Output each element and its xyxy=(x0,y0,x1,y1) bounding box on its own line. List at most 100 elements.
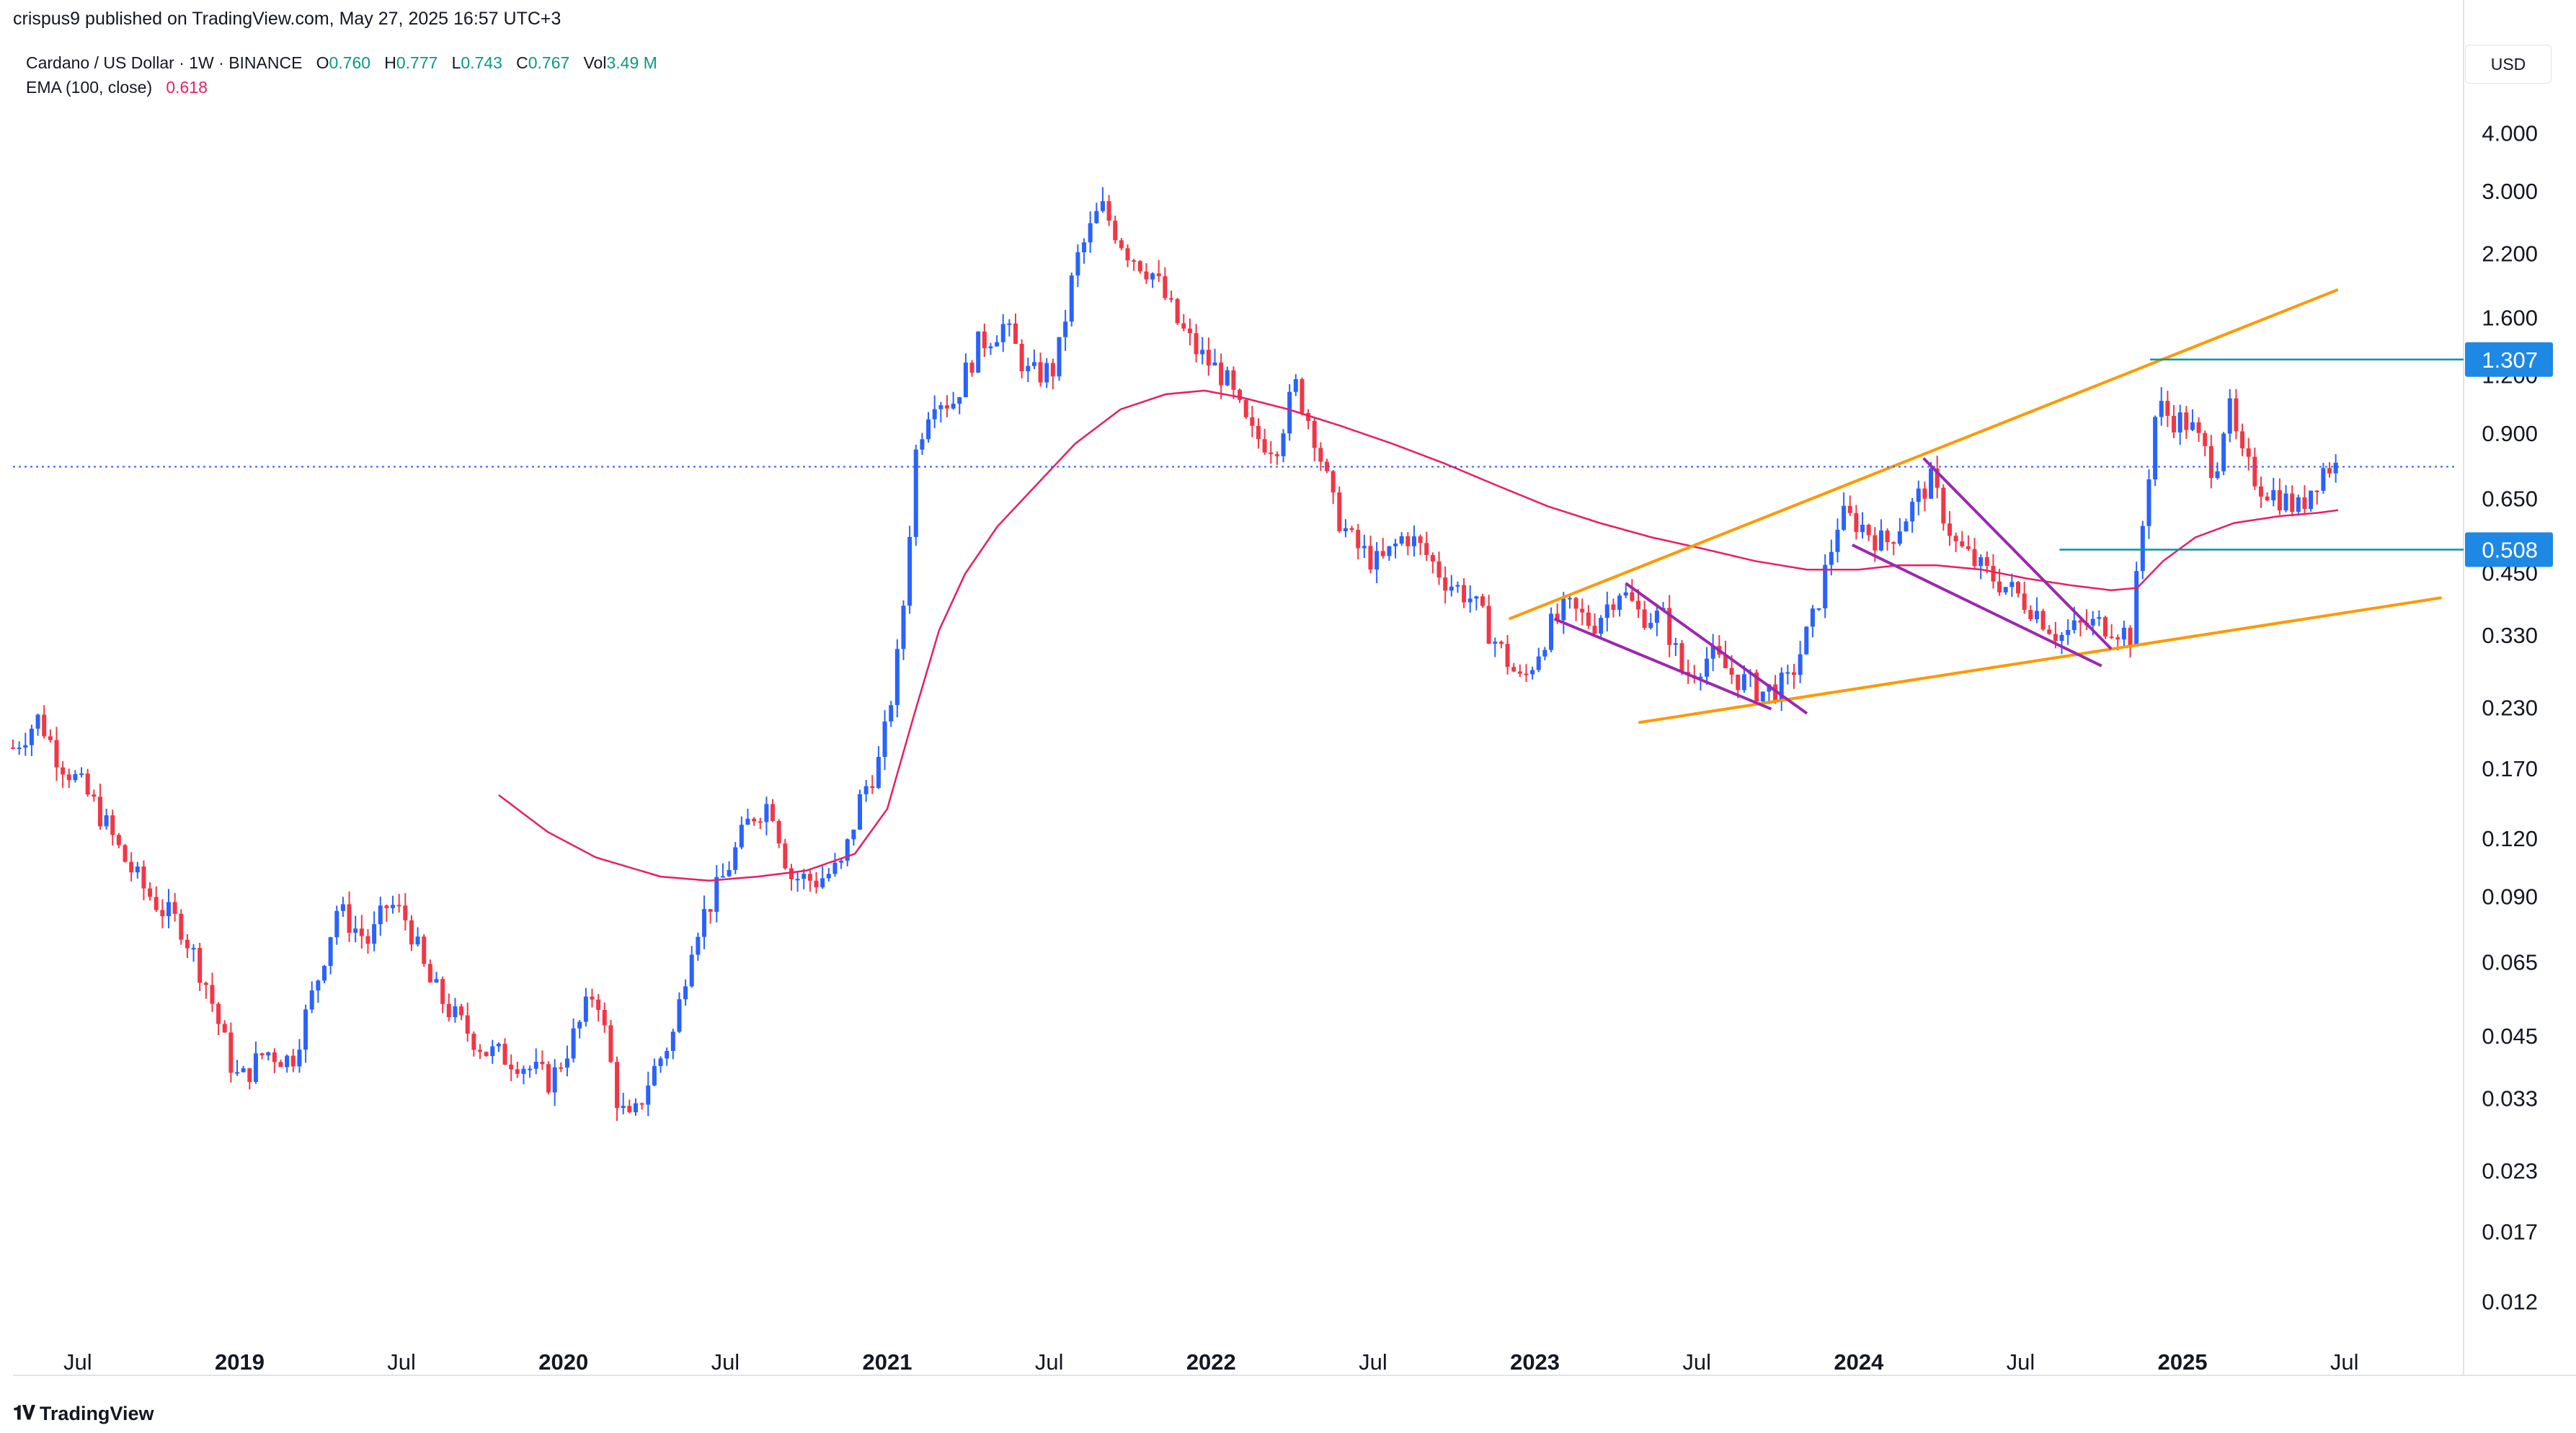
candle-body xyxy=(459,1006,464,1016)
candle-body xyxy=(477,1050,482,1052)
candle-body xyxy=(1592,626,1597,634)
y-tick-label: 3.000 xyxy=(2482,179,2538,204)
candle-body xyxy=(889,705,894,722)
ema-value: 0.618 xyxy=(166,78,208,97)
candle-body xyxy=(2252,456,2257,487)
x-tick-label: Jul xyxy=(63,1349,92,1375)
candle-body xyxy=(689,954,694,987)
candle-body xyxy=(633,1103,638,1113)
candle-body xyxy=(1380,551,1385,556)
x-tick-label: 2023 xyxy=(1510,1349,1560,1375)
open-label: O xyxy=(316,53,329,72)
candle-body xyxy=(465,1015,470,1034)
candle-body xyxy=(2040,611,2046,630)
candle-body xyxy=(1941,487,1946,524)
candle-body xyxy=(1567,598,1572,600)
candle-body xyxy=(1474,596,1479,599)
candle-body xyxy=(1480,596,1485,606)
candle-body xyxy=(1816,608,1821,610)
candle-body xyxy=(1150,273,1155,280)
chart-legend: Cardano / US Dollar · 1W · BINANCE O0.76… xyxy=(26,50,657,99)
candle-body xyxy=(347,904,352,933)
x-tick-label: 2024 xyxy=(1834,1349,1884,1375)
candle-body xyxy=(907,536,912,606)
x-tick-label: Jul xyxy=(1359,1349,1387,1375)
candle-body xyxy=(1623,592,1628,596)
candle-body xyxy=(1810,608,1815,627)
candle-body xyxy=(185,939,190,949)
candle-body xyxy=(17,747,22,750)
candle-body xyxy=(1705,658,1710,677)
candle-body xyxy=(1094,210,1099,223)
candle-body xyxy=(1449,586,1454,591)
candle-body xyxy=(2059,634,2064,642)
candle-body xyxy=(1238,389,1243,400)
candle-body xyxy=(259,1053,265,1056)
candle-body xyxy=(938,405,943,409)
candle-body xyxy=(2109,636,2114,639)
candle-body xyxy=(2321,468,2326,491)
candle-body xyxy=(266,1052,271,1056)
candle-body xyxy=(1075,252,1080,276)
candle-body xyxy=(1156,273,1161,277)
candle-body xyxy=(2234,398,2239,432)
ema-row[interactable]: EMA (100, close) 0.618 xyxy=(26,75,657,99)
candle-body xyxy=(1754,672,1759,701)
low-label: L xyxy=(451,53,461,72)
candle-body xyxy=(1306,412,1311,422)
candle-body xyxy=(1823,564,1828,608)
x-tick-label: Jul xyxy=(1035,1349,1064,1375)
candle-body xyxy=(253,1053,258,1082)
candle-body xyxy=(471,1034,476,1050)
candle-body xyxy=(1978,556,1984,567)
candle-body xyxy=(2177,412,2182,432)
candle-body xyxy=(1349,528,1354,531)
candle-body xyxy=(309,990,314,1010)
candle-body xyxy=(1599,618,1604,634)
candle-body xyxy=(1274,454,1279,456)
candle-body xyxy=(1462,585,1467,603)
y-tick-label: 0.650 xyxy=(2482,487,2538,512)
x-tick-label: 2021 xyxy=(863,1349,912,1375)
candle-body xyxy=(403,905,408,920)
candle-body xyxy=(1798,654,1803,675)
candle-body xyxy=(976,331,981,373)
candle-body xyxy=(1773,684,1778,701)
y-tick-label: 0.230 xyxy=(2482,696,2538,721)
candle-body xyxy=(2003,587,2008,593)
candle-body xyxy=(1393,544,1398,546)
candle-body xyxy=(2265,496,2270,501)
candle-body xyxy=(677,999,682,1032)
candle-body xyxy=(1063,321,1068,337)
candle-body xyxy=(577,1021,582,1029)
candle-body xyxy=(1910,502,1915,522)
candle-body xyxy=(1505,644,1510,667)
wedge-2-line xyxy=(1922,457,2113,650)
candle-body xyxy=(61,767,66,775)
candle-body xyxy=(602,1009,607,1026)
candle-body xyxy=(1916,488,1921,502)
candle-body xyxy=(285,1055,290,1068)
candle-body xyxy=(2296,497,2301,513)
currency-button[interactable]: USD xyxy=(2465,45,2551,84)
candle-body xyxy=(1163,276,1168,298)
candle-body xyxy=(913,449,918,537)
candle-body xyxy=(303,1009,308,1050)
candle-body xyxy=(1405,536,1411,546)
candle-body xyxy=(272,1052,277,1062)
symbol-label[interactable]: Cardano / US Dollar · 1W · BINANCE xyxy=(26,53,303,72)
candle-body xyxy=(1044,363,1049,383)
candle-body xyxy=(1878,531,1883,551)
candle-body xyxy=(135,866,140,873)
candle-body xyxy=(2246,448,2251,457)
candle-body xyxy=(1667,608,1672,645)
candle-body xyxy=(179,913,184,940)
x-tick-label: Jul xyxy=(2330,1349,2359,1375)
candle-body xyxy=(1842,505,1847,530)
candle-body xyxy=(1904,521,1909,532)
x-tick-label: Jul xyxy=(387,1349,416,1375)
candle-body xyxy=(1984,556,1989,567)
candle-body xyxy=(1007,323,1012,325)
tradingview-logo[interactable]: 𝟏𝐕 TradingView xyxy=(13,1402,154,1425)
